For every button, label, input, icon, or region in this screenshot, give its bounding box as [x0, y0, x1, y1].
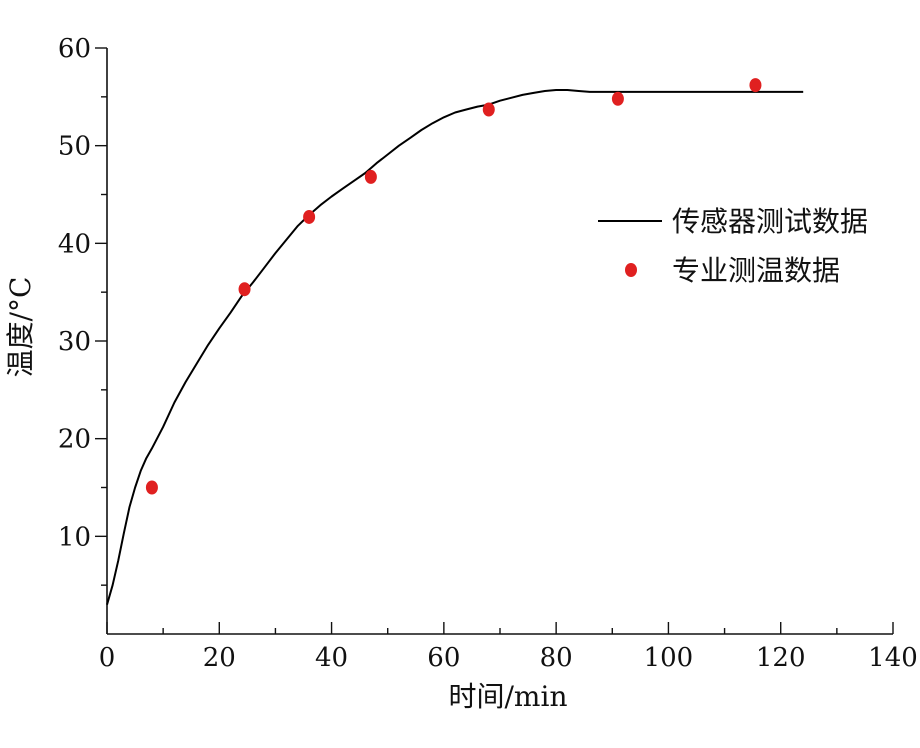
data-point-professional: [303, 209, 316, 224]
y-tick-label: 40: [58, 229, 91, 259]
data-point-professional: [611, 91, 624, 106]
legend-label-sensor: 传感器测试数据: [672, 205, 868, 238]
series-layer: [106, 78, 804, 605]
legend-label-professional: 专业测温数据: [672, 254, 840, 287]
data-point-professional: [238, 282, 251, 297]
x-tick-label: 0: [99, 643, 116, 673]
x-tick-label: 120: [756, 643, 806, 673]
data-point-professional: [145, 480, 158, 495]
x-tick-label: 80: [540, 643, 573, 673]
y-tick-label: 30: [58, 327, 91, 357]
x-tick-label: 100: [644, 643, 694, 673]
axes-layer: 0 20 40 60 80 100 120 140 10 20 30 40 50 60: [58, 34, 918, 673]
x-axis-title: 时间/min: [449, 680, 568, 713]
x-tick-label: 40: [315, 643, 348, 673]
legend-point-swatch: [625, 263, 637, 277]
series-line-sensor: [106, 89, 804, 605]
data-point-professional: [482, 102, 495, 117]
y-tick-label: 60: [58, 34, 91, 64]
y-tick-label: 20: [58, 425, 91, 455]
x-tick-label: 20: [203, 643, 236, 673]
x-tick-label: 140: [868, 643, 918, 673]
x-tick-label: 60: [427, 643, 460, 673]
data-point-professional: [749, 78, 762, 93]
y-axis-title: 温度/°C: [4, 277, 37, 378]
data-point-professional: [364, 169, 377, 184]
y-tick-label: 10: [58, 522, 91, 552]
y-tick-label: 50: [58, 132, 91, 162]
